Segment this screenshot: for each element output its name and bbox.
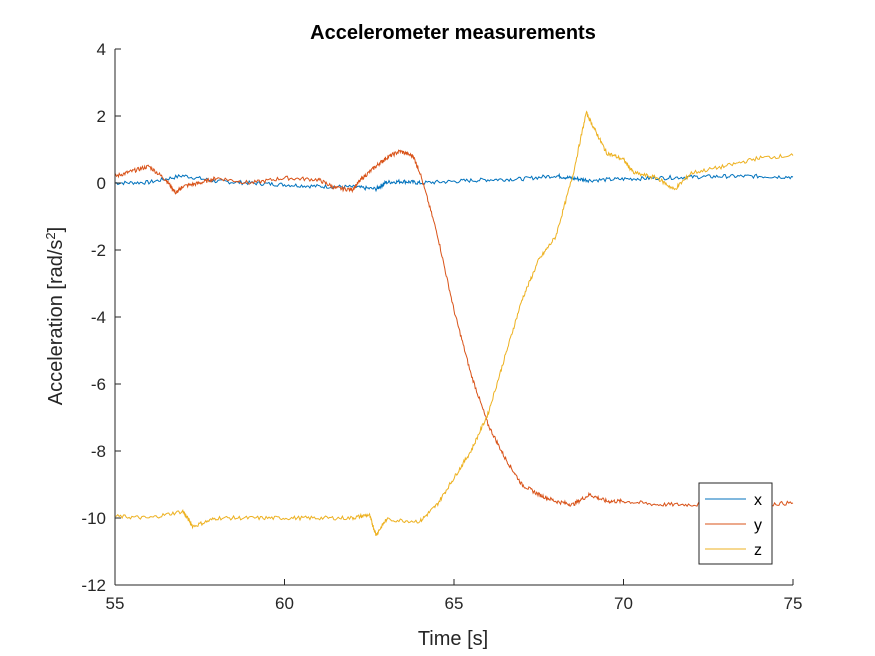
x-tick-label: 60 (275, 594, 294, 613)
y-tick-label: 0 (97, 174, 106, 193)
legend-label-x: x (754, 492, 762, 509)
x-axis-label: Time [s] (418, 628, 488, 650)
series-layer (114, 110, 794, 537)
x-tick-label: 75 (784, 594, 803, 613)
y-tick-label: -12 (81, 576, 106, 595)
y-axis-label-superscript: 2 (43, 232, 58, 239)
y-axis-label-main: Acceleration [rad/s (45, 240, 67, 406)
axes-layer: 55 60 65 70 75 -12 -10 -8 -6 -4 -2 0 2 4 (81, 40, 802, 613)
legend: xyz (698, 482, 773, 565)
y-axis-label-group: Acceleration [rad/s2] (43, 227, 68, 405)
series-line-z (114, 110, 794, 537)
series-line-y (114, 149, 794, 508)
y-tick-label: -8 (91, 442, 106, 461)
x-tick-label: 55 (106, 594, 125, 613)
y-tick-label: 2 (97, 107, 106, 126)
y-tick-label: 4 (97, 40, 106, 59)
y-axis-label: Acceleration [rad/s2] (43, 227, 68, 405)
x-tick-label: 65 (445, 594, 464, 613)
y-tick-label: -10 (81, 509, 106, 528)
y-tick-label: -4 (91, 308, 106, 327)
y-axis-label-end: ] (45, 227, 67, 233)
legend-label-y: y (754, 517, 762, 534)
legend-label-z: z (754, 542, 762, 559)
y-tick-label: -2 (91, 241, 106, 260)
y-tick-label: -6 (91, 375, 106, 394)
chart-title: Accelerometer measurements (310, 22, 596, 44)
x-tick-label: 70 (614, 594, 633, 613)
